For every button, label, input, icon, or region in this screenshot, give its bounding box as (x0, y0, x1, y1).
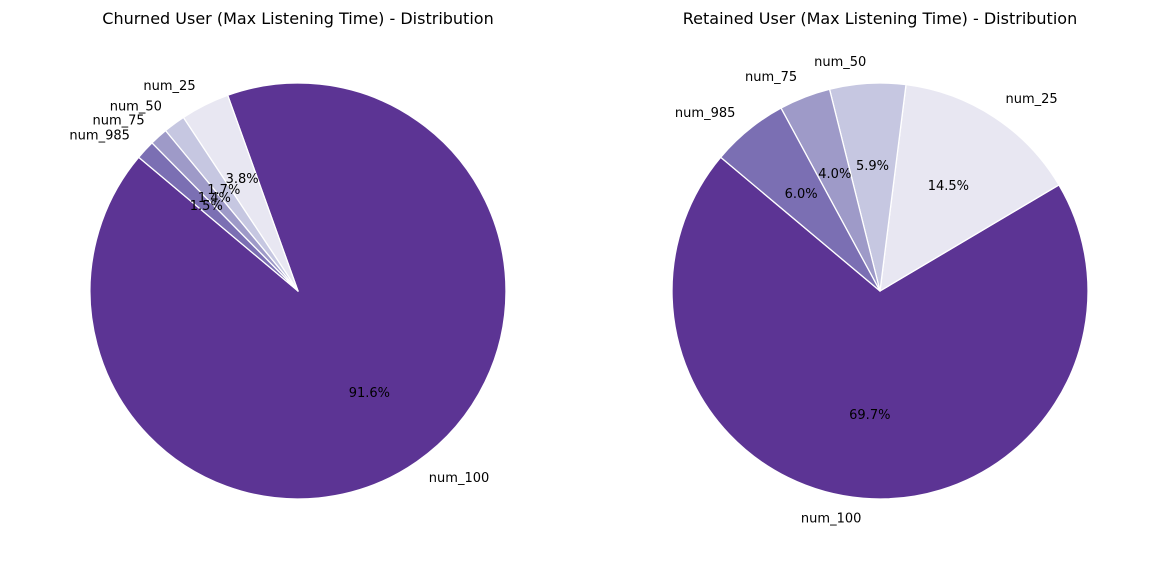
churned-label-num_50: num_50 (110, 100, 162, 115)
churned-wedge-num_100 (89, 82, 507, 500)
retained-percent-num_25: 14.5% (928, 179, 969, 194)
churned-wedge-num_985 (138, 142, 299, 292)
retained-label-num_25: num_25 (1006, 92, 1058, 107)
retained-wedge-num_985 (720, 107, 881, 292)
retained-label-num_75: num_75 (745, 70, 797, 85)
churned-percent-num_100: 91.6% (349, 386, 390, 401)
retained-percent-labels: 69.7% 14.5% 5.9% 4.0%6.0% (785, 159, 969, 423)
retained-percent-num_100: 69.7% (849, 408, 890, 423)
churned-wedges (89, 82, 507, 500)
churned-percent-num_25: 3.8% (226, 172, 259, 187)
churned-percent-num_50: 1.7% (207, 183, 240, 198)
retained-percent-num_50: 5.9% (856, 159, 889, 174)
churned-percent-labels: 91.6% 3.8%1.7%1.4%1.5% (190, 172, 390, 401)
retained-label-num_100: num_100 (801, 512, 861, 527)
retained-wedge-num_25 (879, 83, 1060, 292)
retained-chart-title: Retained User (Max Listening Time) - Dis… (683, 9, 1077, 28)
churned-percent-num_75: 1.4% (198, 191, 231, 206)
retained-pie-chart: Retained User (Max Listening Time) - Dis… (671, 9, 1089, 527)
retained-wedge-num_100 (671, 156, 1089, 500)
churned-label-num_25: num_25 (143, 79, 195, 94)
retained-percent-num_75: 4.0% (818, 167, 851, 182)
retained-label-num_985: num_985 (675, 106, 735, 121)
churned-percent-num_985: 1.5% (190, 199, 223, 214)
retained-percent-num_985: 6.0% (785, 187, 818, 202)
retained-wedges (671, 82, 1089, 500)
churned-label-num_100: num_100 (429, 471, 489, 486)
retained-label-num_50: num_50 (814, 55, 866, 70)
churned-label-num_75: num_75 (93, 114, 145, 129)
churned-chart-title: Churned User (Max Listening Time) - Dist… (102, 9, 493, 28)
churned-label-num_985: num_985 (69, 128, 129, 143)
churned-pie-chart: Churned User (Max Listening Time) - Dist… (69, 9, 507, 500)
retained-category-labels: num_100 num_25 num_50 num_75 num_985 (675, 55, 1058, 526)
